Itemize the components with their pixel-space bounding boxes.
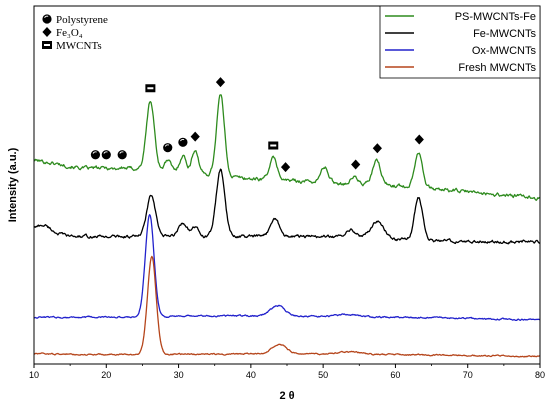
y-axis-title: Intensity (a.u.) [7, 147, 19, 222]
peak-marker-diamond-11 [372, 143, 382, 154]
peak-marker-circle-5 [178, 137, 188, 147]
series-line-fresh-mwcnts [33, 255, 541, 358]
x-tick-label-70: 70 [463, 370, 473, 380]
peak-annotations [90, 77, 424, 173]
x-tick-label-60: 60 [390, 370, 400, 380]
peak-marker-diamond-7 [215, 77, 226, 88]
legend-label-3: Fresh MWCNTs [458, 62, 536, 74]
series-line-ps-mwcnts-fe [33, 94, 541, 201]
series-legend: PS-MWCNTs-Fe Fe-MWCNTs Ox-MWCNTs Fresh MWCN… [379, 5, 541, 79]
marker-legend-circle-icon [42, 14, 52, 24]
legend-label-1: Fe-MWCNTs [473, 28, 536, 40]
marker-legend-label-diamond: Fe₃O₄ [56, 27, 83, 39]
series-line-ox-mwcnts [33, 213, 541, 321]
peak-marker-circle-4 [163, 143, 173, 153]
peak-marker-diamond-6 [190, 131, 200, 142]
legend-label-2: Ox-MWCNTs [472, 45, 537, 57]
peak-marker-circle-2 [117, 150, 127, 160]
peak-marker-square-3 [145, 84, 156, 93]
x-tick-label-20: 20 [101, 370, 111, 380]
peak-marker-circle-1 [101, 150, 111, 160]
series-line-fe-mwcnts [33, 168, 541, 245]
x-tick-label-80: 80 [535, 370, 545, 380]
peak-marker-diamond-12 [414, 134, 424, 145]
marker-legend-square-icon [42, 41, 52, 49]
x-tick-label-30: 30 [174, 370, 184, 380]
x-tick-label-10: 10 [29, 370, 39, 380]
marker-legend-diamond-icon [42, 27, 52, 37]
x-tick-label-40: 40 [246, 370, 256, 380]
marker-legend-label-circle: Polystyrene [56, 14, 108, 26]
peak-marker-circle-0 [90, 150, 101, 160]
peak-marker-square-8 [268, 141, 279, 150]
peak-marker-diamond-10 [351, 159, 361, 170]
series-layer [33, 94, 541, 358]
x-axis-title: 2 θ [279, 390, 294, 402]
marker-legend-label-square: MWCNTs [56, 40, 102, 52]
legend-label-0: PS-MWCNTs-Fe [455, 11, 536, 23]
peak-marker-diamond-9 [280, 162, 291, 173]
x-axis: 10 20 30 40 50 60 70 80 [29, 364, 545, 380]
legend-box [379, 5, 541, 79]
x-tick-label-50: 50 [318, 370, 328, 380]
